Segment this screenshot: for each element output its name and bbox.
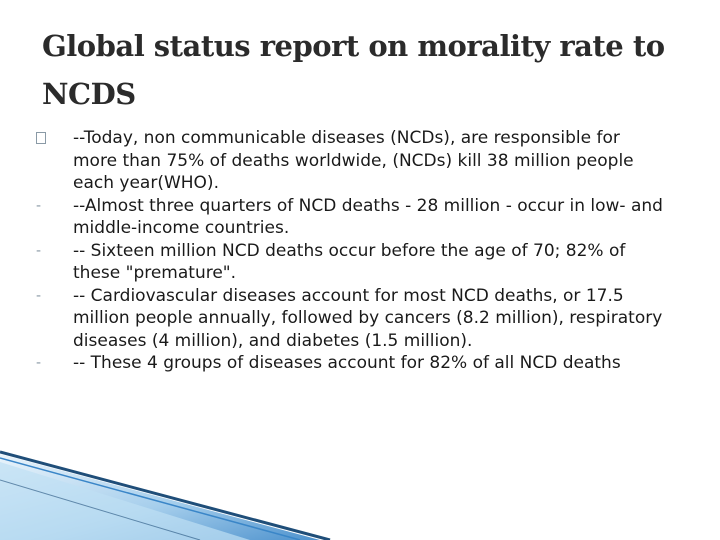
decorative-swoosh bbox=[0, 450, 331, 540]
swoosh-dark-line bbox=[0, 450, 331, 540]
swoosh-lower-line bbox=[0, 479, 201, 540]
bullet-text: -- These 4 groups of diseases account fo… bbox=[73, 353, 621, 373]
bullet-text: --Today, non communicable diseases (NCDs… bbox=[73, 128, 634, 193]
bullet-text: -- Cardiovascular diseases account for m… bbox=[73, 285, 663, 351]
dash-bullet-icon: - bbox=[36, 287, 42, 304]
dash-bullet-icon: - bbox=[36, 197, 42, 214]
dash-bullet-icon: - bbox=[36, 355, 42, 371]
bullet-text: --Almost three quarters of NCD deaths - … bbox=[73, 195, 663, 239]
bullet-item: - -- These 4 groups of diseases account … bbox=[36, 352, 666, 375]
slide-title: Global status report on morality rate to… bbox=[42, 29, 665, 111]
swoosh-mid-band bbox=[0, 462, 250, 540]
dash-bullet-icon: - bbox=[36, 242, 42, 259]
bullet-text: -- Sixteen million NCD deaths occur befo… bbox=[73, 240, 626, 284]
bullet-item: - -- Cardiovascular diseases account for… bbox=[36, 285, 666, 353]
checkbox-bullet-icon bbox=[36, 132, 46, 144]
bullet-item: - --Almost three quarters of NCD deaths … bbox=[36, 195, 666, 240]
bullet-item: --Today, non communicable diseases (NCDs… bbox=[36, 127, 666, 195]
swoosh-thin-line bbox=[0, 457, 301, 540]
bullet-list: --Today, non communicable diseases (NCDs… bbox=[36, 127, 666, 375]
bullet-item: - -- Sixteen million NCD deaths occur be… bbox=[36, 240, 666, 285]
